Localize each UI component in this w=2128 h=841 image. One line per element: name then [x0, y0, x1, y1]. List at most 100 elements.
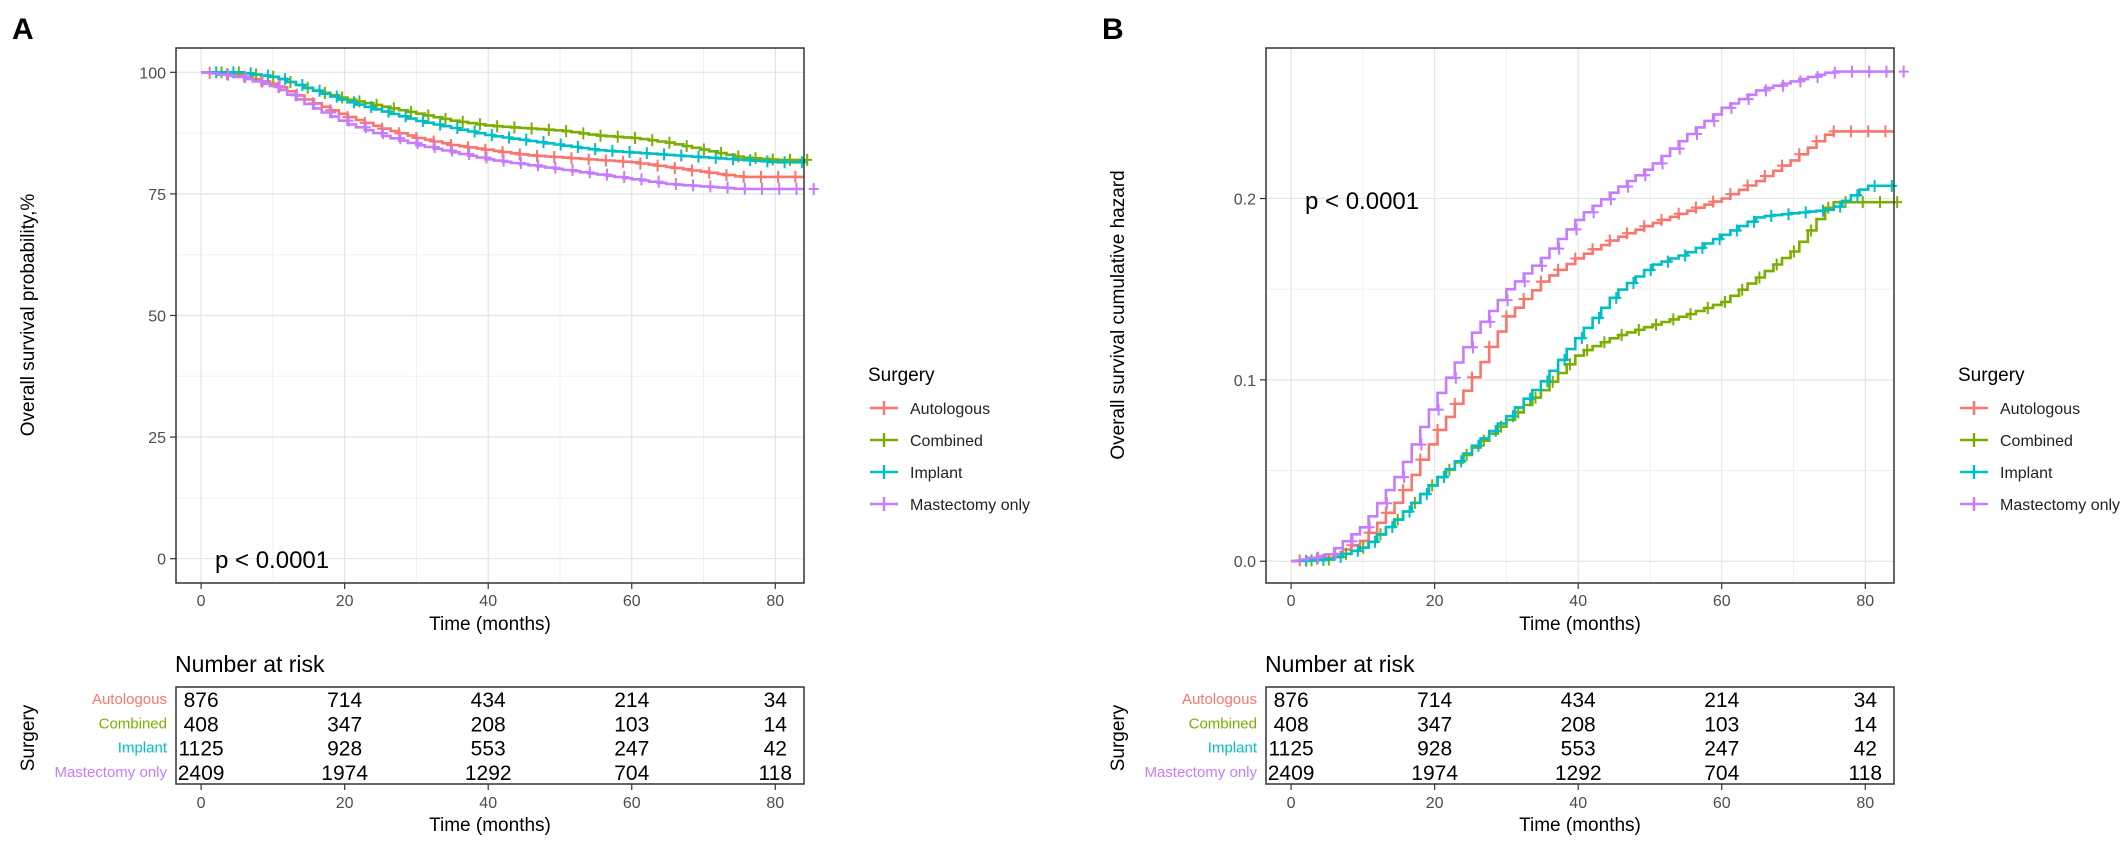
- panel-b-censor-mark: [1800, 206, 1811, 219]
- panel-b-risk-cell: 14: [1854, 713, 1878, 736]
- panel-b-risk-cell: 34: [1854, 689, 1878, 712]
- panel-b-risk-x-tick-label: 80: [1856, 795, 1874, 812]
- panel-b-legend-item-mastectomy-only: Mastectomy only: [1960, 497, 2120, 514]
- panel-b-p-value: p < 0.0001: [1305, 188, 1419, 215]
- panel-b-censor-mark: [1628, 277, 1639, 290]
- panel-b-censor-mark: [1633, 323, 1644, 336]
- panel-b-censor-mark: [1449, 397, 1460, 410]
- panel-b-censor-mark: [1880, 125, 1891, 138]
- panel-a-censor-mark: [566, 152, 577, 165]
- panel-b-censor-mark: [1553, 263, 1564, 276]
- panel-a-censor-mark: [291, 88, 302, 101]
- panel-b-legend-label: Mastectomy only: [2000, 497, 2120, 514]
- panel-a-censor-mark: [388, 102, 399, 115]
- panel-a-risk-cell: 208: [471, 713, 506, 736]
- panel-a-censor-mark: [624, 145, 635, 158]
- panel-a-legend-items: Autologous Combined Implant Mastectomy only: [870, 401, 1030, 514]
- panel-b-risk-cell: 704: [1704, 762, 1739, 785]
- panel-a-censor-mark: [607, 144, 618, 157]
- panel-b-risk-cell: 103: [1704, 713, 1739, 736]
- panel-b-censor-mark: [1857, 196, 1868, 209]
- panel-b-censor-mark: [1828, 125, 1839, 138]
- panel-b-censor-mark: [1421, 488, 1432, 501]
- panel-b-censor-mark: [1604, 234, 1615, 247]
- panel-a-risk-cell: 214: [614, 689, 649, 712]
- panel-a-risk-cell: 876: [184, 689, 219, 712]
- panel-a-censor-mark: [676, 149, 687, 162]
- panel-a-censor-mark: [274, 80, 285, 93]
- panel-b-censor-mark: [1811, 135, 1822, 148]
- panel-b-censor-mark: [1795, 75, 1806, 88]
- panel-b-legend-items: Autologous Combined Implant Mastectomy only: [1960, 401, 2120, 514]
- panel-a-risk-cell: 553: [471, 738, 506, 761]
- panel-a-risk-cell: 704: [614, 762, 649, 785]
- panel-a-censor-mark: [533, 159, 544, 172]
- panel-a-censor-mark: [446, 144, 457, 157]
- panel-a-censor-mark: [808, 183, 819, 196]
- panel-b-risk-cell: 42: [1854, 738, 1877, 761]
- panel-b-censor-mark: [1398, 484, 1409, 497]
- panel-a-censor-mark: [297, 78, 308, 91]
- panel-a-censor-mark: [762, 155, 773, 168]
- panel-a-axes: 0 20 40 60 80 0 25 50 75 100: [139, 65, 784, 610]
- panel-a-censor-mark: [464, 148, 475, 161]
- panel-a-censor-mark: [262, 69, 273, 82]
- panel-b-risk-cell: 434: [1561, 689, 1596, 712]
- panel-a-censor-mark: [595, 129, 606, 142]
- panel-b-grid: [1266, 48, 1894, 583]
- panel-b-curve-combined: [1291, 200, 1894, 563]
- panel-a-legend-label: Mastectomy only: [910, 497, 1030, 514]
- panel-a-censor-mark: [738, 170, 749, 183]
- panel-a-risk-cell: 928: [327, 738, 362, 761]
- panel-b-axes: 0 20 40 60 80 0.0 0.1 0.2: [1234, 192, 1875, 610]
- panel-b-censor-mark: [1415, 453, 1426, 466]
- panel-b-censor-mark: [1726, 101, 1737, 114]
- panel-a-legend-item-combined: Combined: [870, 433, 983, 450]
- panel-b-x-tick-label: 20: [1426, 593, 1444, 610]
- panel-b-censor-mark: [1702, 301, 1713, 314]
- panel-a-y-tick-label: 25: [148, 430, 166, 447]
- panel-a-censor-mark: [590, 143, 601, 156]
- panel-a-censor-mark: [366, 100, 377, 113]
- panel-b-censor-mark: [1536, 259, 1547, 272]
- panel-b-censor-mark: [1690, 201, 1701, 214]
- panel-a-censor-mark: [785, 153, 796, 166]
- panel-b-censor-mark: [1864, 65, 1875, 78]
- panel-b-censor-mark: [1330, 548, 1341, 561]
- panel-a-risk-rows: Autologous 876 714 434 214 34 Combined 408 347 20…: [54, 689, 792, 785]
- panel-b-censor-mark: [1863, 125, 1874, 138]
- panel-b-censor-mark: [1749, 215, 1760, 228]
- panel-b-censor-mark: [1668, 313, 1679, 326]
- panel-b-censor-mark: [1381, 497, 1392, 510]
- panel-a-risk-cell: 103: [614, 713, 649, 736]
- panel-a-censor-mark: [314, 84, 325, 97]
- panel-b-risk-x-axis: 0 20 40 60 80: [1287, 784, 1874, 812]
- panel-a-censor-mark: [721, 169, 732, 182]
- panel-a-risk-x-tick-label: 20: [336, 795, 354, 812]
- panel-a-censor-mark: [739, 182, 750, 195]
- panel-b-censor-mark: [1559, 353, 1570, 366]
- panel-a-censor-mark: [406, 105, 417, 118]
- panel-a-censor-mark: [223, 68, 234, 81]
- panel-b-censor-mark: [1759, 170, 1770, 183]
- panel-b-risk-border: [1265, 686, 1895, 785]
- panel-a-grid: [176, 48, 804, 583]
- panel-a-x-tick-label: 0: [197, 593, 206, 610]
- panel-b-censor-mark: [1725, 188, 1736, 201]
- panel-b-censor-mark: [1742, 179, 1753, 192]
- panel-a-censor-mark: [601, 168, 612, 181]
- panel-a-censor-mark: [567, 163, 578, 176]
- panel-b-risk-cell: 876: [1274, 689, 1309, 712]
- panel-a-risk-row-mastectomy-only: Mastectomy only 2409 1974 1292 704 118: [54, 762, 792, 785]
- panel-b-y-axis-label: Overall survival cumulative hazard: [1108, 170, 1129, 459]
- panel-a: A 0 20 40 60 80 0 25 50 75 100 p < 0.0001 Overall…: [12, 13, 1030, 836]
- panel-b-censor-mark: [1737, 283, 1748, 296]
- panel-b-censor-mark: [1587, 243, 1598, 256]
- panel-b-risk-table: Number at risk Surgery Autologous 876 714 4…: [1108, 651, 1895, 836]
- panel-a-risk-x-label: Time (months): [429, 815, 551, 836]
- panel-b-censor-mark: [1616, 329, 1627, 342]
- panel-b-censor-mark: [1519, 275, 1530, 288]
- panel-b-censor-mark: [1313, 551, 1324, 564]
- panel-a-curve-mastectomy-only: [201, 71, 804, 191]
- panel-b-censor-mark: [1554, 242, 1565, 255]
